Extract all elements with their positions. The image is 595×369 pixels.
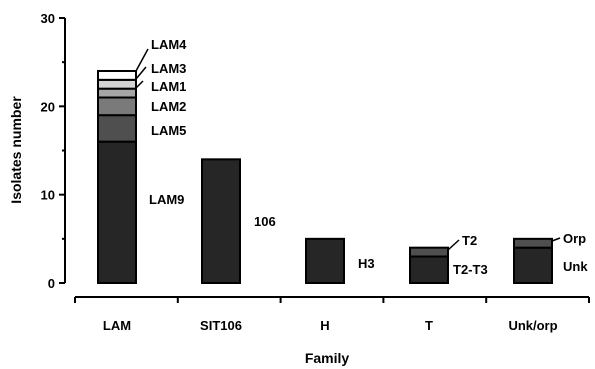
segment-label: 106	[254, 214, 276, 229]
y-tick-label: 10	[41, 188, 55, 203]
bar-segment	[305, 237, 345, 284]
y-tick-label: 30	[41, 11, 55, 26]
segment-labels: LAM9 LAM5 LAM2 LAM1 LAM3 LAM4 106 H3 T2-T3 T2 Unk O…	[135, 37, 588, 277]
bar-segment	[97, 78, 137, 90]
leader-line	[135, 66, 147, 80]
x-tick-label: Unk/orp	[508, 318, 557, 333]
bar-segment	[97, 114, 137, 143]
bar-segment	[409, 255, 449, 284]
leader-line	[447, 239, 460, 251]
y-tick-label: 20	[41, 99, 55, 114]
x-tick-label: H	[320, 318, 329, 333]
x-axis: LAM SIT106 H T Unk/orp	[74, 296, 590, 333]
segment-label: LAM5	[151, 123, 186, 138]
x-tick-label: SIT106	[200, 318, 242, 333]
bar-segment	[97, 140, 137, 284]
x-tick-label: LAM	[103, 318, 131, 333]
leader-line	[551, 237, 561, 242]
y-axis: 0 10 20 30	[41, 11, 66, 291]
segment-label: LAM1	[151, 79, 186, 94]
segment-label: T2-T3	[453, 262, 488, 277]
segment-label: T2	[462, 233, 477, 248]
leader-line	[135, 48, 149, 72]
x-tick-label: T	[425, 318, 433, 333]
segment-label: Unk	[563, 259, 588, 274]
bar-segment	[409, 246, 449, 258]
bar-segment	[97, 96, 137, 117]
y-axis-title: Isolates number	[8, 96, 24, 204]
bar-segment	[513, 237, 553, 249]
segment-label: H3	[358, 256, 375, 271]
bar-segment	[97, 70, 137, 81]
y-tick-label: 0	[48, 276, 55, 291]
bar-segment	[97, 87, 137, 99]
x-axis-title: Family	[305, 350, 350, 366]
segment-label: LAM4	[151, 37, 187, 52]
bars	[97, 70, 553, 285]
segment-label: Orp	[563, 231, 586, 246]
segment-label: LAM3	[151, 61, 186, 76]
segment-label: LAM2	[151, 99, 186, 114]
bar-segment	[513, 246, 553, 285]
segment-label: LAM9	[149, 192, 184, 207]
leader-line	[135, 80, 144, 89]
bar-segment	[201, 158, 241, 284]
